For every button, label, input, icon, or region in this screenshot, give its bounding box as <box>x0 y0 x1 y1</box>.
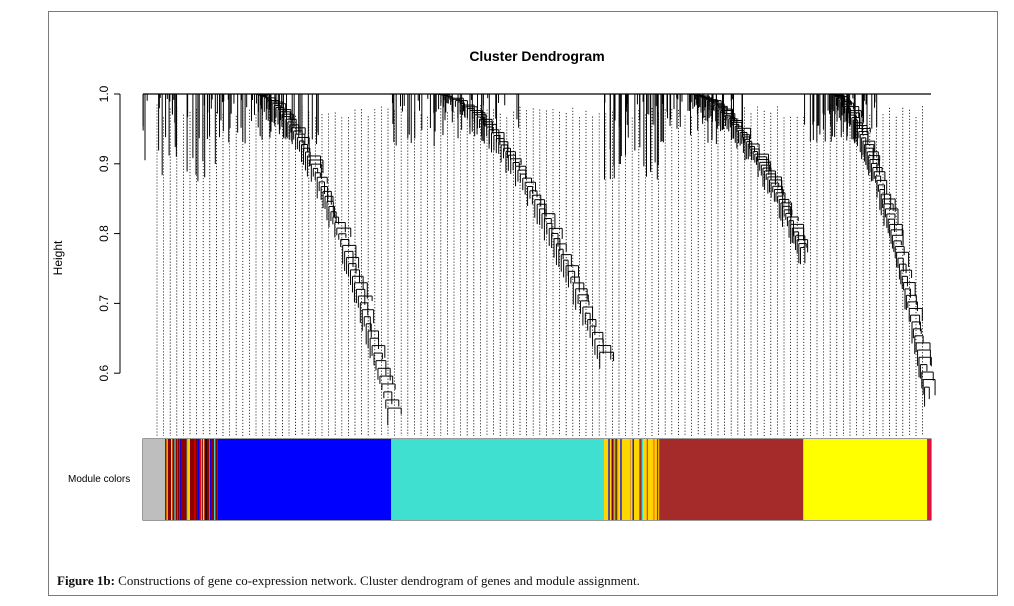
module-red <box>927 439 931 520</box>
y-tick-label: 0.7 <box>97 295 111 312</box>
module-stripe <box>616 439 619 520</box>
module-stripe <box>656 439 659 520</box>
module-stripe <box>175 439 178 520</box>
dendrogram-cluster <box>804 93 936 407</box>
module-stripe <box>187 439 189 520</box>
module-stripe <box>614 439 616 520</box>
module-stripe <box>651 439 653 520</box>
module-stripe <box>632 439 634 520</box>
module-stripe <box>622 439 624 520</box>
module-stripe <box>611 439 613 520</box>
module-stripe <box>186 439 188 520</box>
module-stripe <box>630 439 632 520</box>
module-stripe <box>653 439 655 520</box>
module-stripe <box>641 439 644 520</box>
module-stripe <box>178 439 180 520</box>
module-stripe <box>202 439 205 520</box>
module-stripe <box>166 439 168 520</box>
y-tick-label: 1.0 <box>97 85 111 102</box>
module-stripe <box>194 439 196 520</box>
y-axis: 0.6 0.7 0.8 0.9 1.0 <box>97 85 121 382</box>
module-yellow <box>803 439 928 520</box>
chart-title: Cluster Dendrogram <box>469 48 605 64</box>
module-stripe <box>652 439 654 520</box>
module-stripe <box>639 439 641 520</box>
y-tick-label: 0.6 <box>97 365 111 382</box>
module-stripe <box>205 439 207 520</box>
module-colors-label: Module colors <box>68 474 131 485</box>
module-stripe <box>200 439 203 520</box>
y-tick-label: 0.8 <box>97 225 111 242</box>
dendrogram-cluster <box>219 93 402 426</box>
module-stripe <box>179 439 181 520</box>
module-stripe <box>171 439 173 520</box>
figure-frame <box>48 11 998 596</box>
module-stripe <box>612 439 614 520</box>
dendrogram-tree <box>142 93 936 436</box>
module-blue <box>217 439 392 520</box>
module-stripe <box>197 439 200 520</box>
module-stripe <box>645 439 647 520</box>
module-stripe <box>174 439 176 520</box>
module-stripe <box>608 439 610 520</box>
caption-label: Figure 1b: <box>57 573 115 588</box>
figure-caption: Figure 1b: Constructions of gene co-expr… <box>57 573 640 589</box>
module-stripe <box>615 439 617 520</box>
module-stripe <box>610 439 612 520</box>
module-turquoise <box>391 439 604 520</box>
module-stripe <box>646 439 648 520</box>
module-stripe <box>640 439 642 520</box>
module-stripe <box>214 439 216 520</box>
dendrogram-cluster <box>660 93 809 265</box>
y-tick-label: 0.9 <box>97 155 111 172</box>
module-stripe <box>620 439 622 520</box>
module-brown <box>659 439 804 520</box>
module-stripe <box>613 439 615 520</box>
module-stripe <box>188 439 190 520</box>
caption-text: Constructions of gene co-expression netw… <box>114 573 640 588</box>
module-stripe <box>199 439 201 520</box>
module-grey <box>143 439 166 520</box>
module-stripe <box>209 439 211 520</box>
dendrogram-cluster <box>391 93 615 369</box>
module-color-bar <box>142 438 932 521</box>
